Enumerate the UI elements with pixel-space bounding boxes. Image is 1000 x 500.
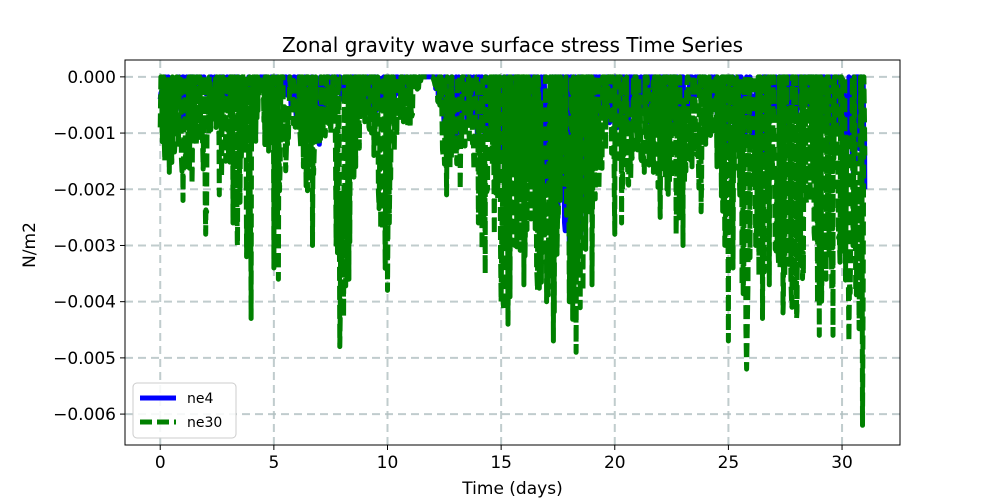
y-tick-label: −0.002 — [53, 180, 116, 200]
chart-title: Zonal gravity wave surface stress Time S… — [282, 33, 743, 57]
x-tick-label: 15 — [490, 453, 512, 473]
y-axis-label: N/m2 — [20, 222, 40, 268]
y-tick-label: −0.001 — [53, 124, 116, 144]
legend-label-ne4: ne4 — [187, 391, 213, 407]
series-line-ne30 — [157, 74, 868, 428]
y-tick-label: −0.004 — [53, 293, 116, 313]
plot-frame — [124, 59, 901, 446]
legend: ne4 ne30 — [132, 382, 237, 439]
y-tick-label: −0.005 — [53, 349, 116, 369]
x-axis-label: Time (days) — [461, 479, 562, 499]
legend-label-ne30: ne30 — [187, 415, 222, 431]
x-tick-label: 30 — [831, 453, 853, 473]
x-tick-label: 20 — [604, 453, 626, 473]
series-layer — [157, 74, 868, 428]
x-tick-label: 25 — [718, 453, 740, 473]
y-tick-label: −0.006 — [53, 405, 116, 425]
y-tick-label: 0.000 — [67, 68, 116, 88]
x-tick-label: 5 — [268, 453, 279, 473]
y-tick-label: −0.003 — [53, 236, 116, 256]
x-tick-label: 0 — [155, 453, 166, 473]
x-tick-label: 10 — [377, 453, 399, 473]
axis-ticks: 0 5 10 15 20 25 30 0.000 −0.001 −0.002 −0.003 −0.00… — [53, 68, 853, 473]
